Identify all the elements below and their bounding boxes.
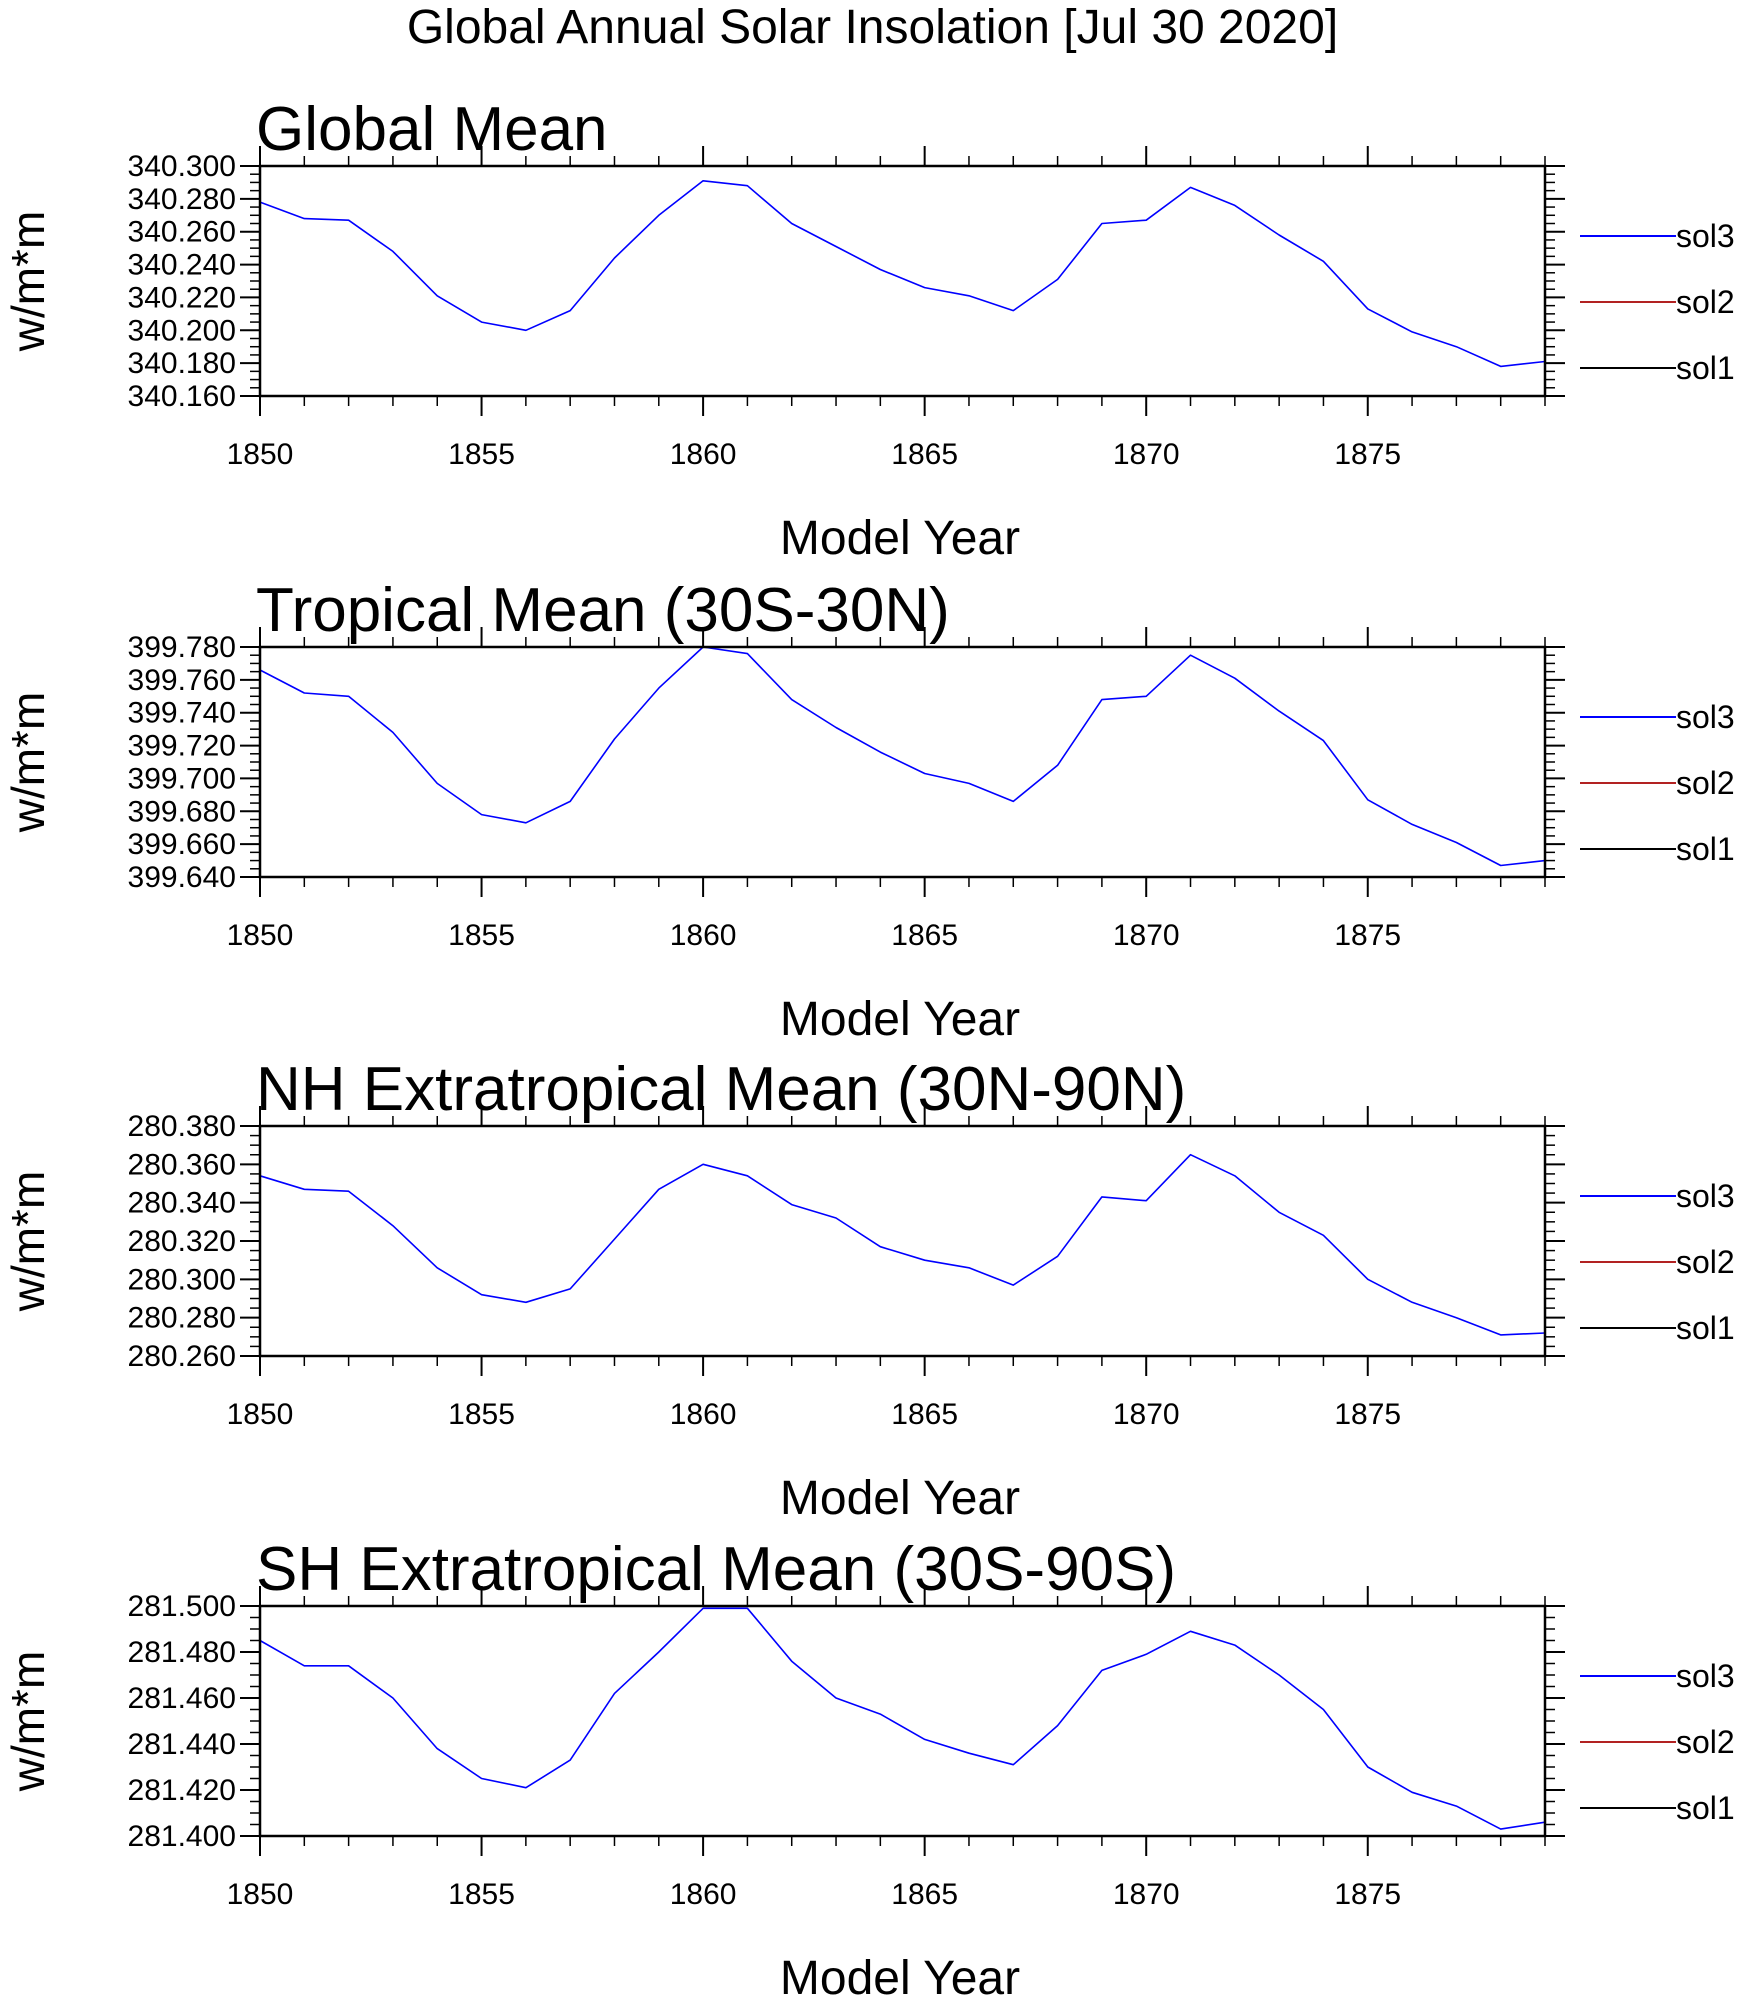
- legend-label-sol2: sol2: [1676, 765, 1735, 801]
- x-tick-label: 1855: [448, 438, 515, 471]
- chart-panel-4: SH Extratropical Mean (30S-90S) w/m*m Mode…: [2, 1535, 1735, 2000]
- x-axis-label: Model Year: [780, 993, 1020, 1046]
- plot-frame: [258, 164, 1547, 398]
- x-tick-label: 1870: [1113, 438, 1180, 471]
- y-tick-label: 280.280: [128, 1302, 236, 1335]
- series-line-sol3: [259, 1607, 1546, 1830]
- y-tick-label: 399.680: [128, 795, 236, 828]
- legend-label-sol2: sol2: [1676, 284, 1735, 320]
- x-tick-label: 1850: [227, 438, 294, 471]
- legend-label-sol1: sol1: [1676, 831, 1735, 867]
- series-line-sol3: [259, 180, 1546, 368]
- legend-label-sol1: sol1: [1676, 350, 1735, 386]
- legend-label-sol3: sol3: [1676, 699, 1735, 735]
- y-axis-label: w/m*m: [2, 211, 54, 353]
- y-tick-label: 280.260: [128, 1340, 236, 1373]
- figure-title: Global Annual Solar Insolation [Jul 30 2…: [406, 1, 1339, 54]
- legend-label-sol3: sol3: [1676, 1178, 1735, 1214]
- x-tick-label: 1860: [670, 1398, 737, 1431]
- x-axis-label: Model Year: [780, 512, 1020, 565]
- x-tick-label: 1850: [227, 1878, 294, 1911]
- y-tick-label: 281.400: [128, 1820, 236, 1853]
- y-axis-label: w/m*m: [2, 1171, 54, 1313]
- y-tick-label: 399.660: [128, 828, 236, 861]
- y-tick-label: 280.300: [128, 1263, 236, 1296]
- y-tick-label: 399.740: [128, 697, 236, 730]
- x-tick-label: 1865: [891, 1878, 958, 1911]
- x-tick-label: 1855: [448, 919, 515, 952]
- legend-label-sol1: sol1: [1676, 1790, 1735, 1826]
- x-tick-label: 1875: [1334, 1398, 1401, 1431]
- chart-title: SH Extratropical Mean (30S-90S): [256, 1535, 1176, 1604]
- y-tick-label: 340.280: [128, 183, 236, 216]
- y-tick-label: 399.780: [128, 631, 236, 664]
- chart-panel-3: NH Extratropical Mean (30N-90N) w/m*m Mode…: [2, 1055, 1735, 1525]
- chart-title: Tropical Mean (30S-30N): [256, 576, 950, 645]
- x-tick-label: 1875: [1334, 919, 1401, 952]
- y-tick-label: 280.320: [128, 1225, 236, 1258]
- y-tick-label: 340.160: [128, 380, 236, 413]
- y-tick-label: 399.640: [128, 861, 236, 894]
- legend-label-sol2: sol2: [1676, 1244, 1735, 1280]
- y-tick-label: 280.340: [128, 1187, 236, 1220]
- x-tick-label: 1850: [227, 1398, 294, 1431]
- y-axis-label: w/m*m: [2, 1651, 54, 1793]
- legend-label-sol3: sol3: [1676, 218, 1735, 254]
- y-tick-label: 340.240: [128, 249, 236, 282]
- x-axis-label: Model Year: [780, 1952, 1020, 2000]
- x-tick-label: 1855: [448, 1878, 515, 1911]
- y-tick-label: 280.380: [128, 1110, 236, 1143]
- series-line-sol3: [259, 646, 1546, 867]
- chart-title: NH Extratropical Mean (30N-90N): [256, 1055, 1186, 1124]
- x-tick-label: 1865: [891, 919, 958, 952]
- plot-frame: [258, 645, 1547, 879]
- y-tick-label: 340.220: [128, 281, 236, 314]
- y-tick-label: 281.500: [128, 1590, 236, 1623]
- x-tick-label: 1860: [670, 438, 737, 471]
- y-axis-label: w/m*m: [2, 692, 54, 834]
- y-tick-label: 340.260: [128, 216, 236, 249]
- x-axis-label: Model Year: [780, 1472, 1020, 1525]
- legend-label-sol2: sol2: [1676, 1724, 1735, 1760]
- x-tick-label: 1855: [448, 1398, 515, 1431]
- legend-label-sol3: sol3: [1676, 1658, 1735, 1694]
- y-tick-label: 281.440: [128, 1728, 236, 1761]
- x-tick-label: 1850: [227, 919, 294, 952]
- y-tick-label: 281.460: [128, 1682, 236, 1715]
- y-tick-label: 340.300: [128, 150, 236, 183]
- y-tick-label: 340.200: [128, 314, 236, 347]
- y-tick-label: 281.480: [128, 1636, 236, 1669]
- x-tick-label: 1865: [891, 438, 958, 471]
- x-tick-label: 1870: [1113, 1878, 1180, 1911]
- x-tick-label: 1875: [1334, 1878, 1401, 1911]
- chart-title: Global Mean: [256, 95, 608, 164]
- y-tick-label: 399.760: [128, 664, 236, 697]
- y-tick-label: 340.180: [128, 347, 236, 380]
- legend-label-sol1: sol1: [1676, 1310, 1735, 1346]
- x-tick-label: 1860: [670, 1878, 737, 1911]
- y-tick-label: 399.720: [128, 730, 236, 763]
- x-tick-label: 1875: [1334, 438, 1401, 471]
- plot-frame: [258, 1604, 1547, 1838]
- chart-panel-1: Global Mean w/m*m Model Year 340.160340.180…: [2, 95, 1735, 565]
- y-tick-label: 399.700: [128, 762, 236, 795]
- x-tick-label: 1860: [670, 919, 737, 952]
- series-line-sol3: [259, 1153, 1546, 1336]
- plot-frame: [258, 1124, 1547, 1358]
- x-tick-label: 1865: [891, 1398, 958, 1431]
- x-tick-label: 1870: [1113, 919, 1180, 952]
- x-tick-label: 1870: [1113, 1398, 1180, 1431]
- y-tick-label: 281.420: [128, 1774, 236, 1807]
- chart-panel-2: Tropical Mean (30S-30N) w/m*m Model Year 39…: [2, 576, 1735, 1046]
- y-tick-label: 280.360: [128, 1148, 236, 1181]
